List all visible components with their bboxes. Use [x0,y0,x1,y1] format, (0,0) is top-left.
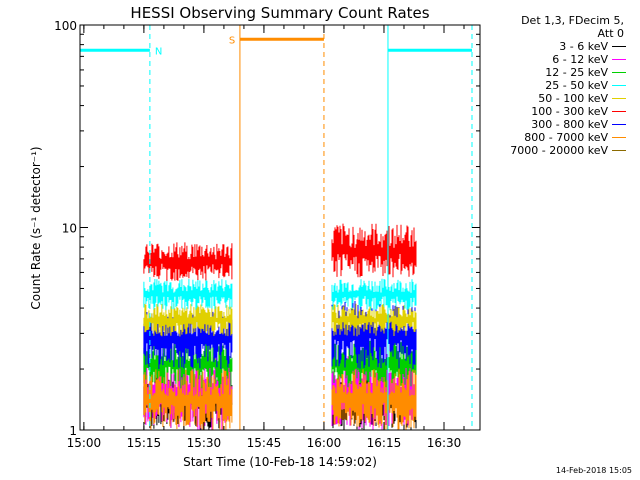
x-tick-label: 16:15 [367,436,402,450]
legend-item: 25 - 50 keV [480,79,630,92]
y-tick-label: 10 [62,222,77,236]
legend-item-label: 25 - 50 keV [545,79,608,92]
legend-item-label: 7000 - 20000 keV [510,144,608,157]
legend-header-1: Det 1,3, FDecim 5, [521,14,624,27]
legend-swatch [612,98,626,99]
x-tick-label: 15:15 [127,436,162,450]
generated-timestamp: 14-Feb-2018 15:05 [555,466,632,475]
plot-frame [79,24,481,431]
x-tick-label: 15:30 [187,436,222,450]
legend-swatch [612,72,626,73]
legend-swatch [612,59,626,60]
legend-item-label: 3 - 6 keV [559,40,608,53]
legend-header-2: Att 0 [597,27,624,40]
legend-swatch [612,85,626,86]
legend-item: 12 - 25 keV [480,66,630,79]
legend-item: 7000 - 20000 keV [480,144,630,157]
legend-swatch [612,124,626,125]
series-800-7000-kev-seg-0 [143,369,233,430]
x-tick-label: 15:45 [247,436,282,450]
legend-item: 6 - 12 keV [480,53,630,66]
data-layer [143,223,417,430]
legend-item-label: 800 - 7000 keV [524,131,608,144]
x-tick-label: 15:00 [67,436,102,450]
legend-item: 50 - 100 keV [480,92,630,105]
legend-item: 100 - 300 keV [480,105,630,118]
x-axis-label: Start Time (10-Feb-18 14:59:02) [183,455,377,469]
legend-item: 800 - 7000 keV [480,131,630,144]
legend-swatch [612,137,626,138]
legend-item-label: 12 - 25 keV [545,66,608,79]
y-axis-label: Count Rate (s⁻¹ detector⁻¹) [29,146,43,309]
series-100-300-kev-seg-1 [331,223,417,278]
legend-item-label: 100 - 300 keV [531,105,608,118]
annotation-label-n: N [155,46,162,57]
y-tick-label: 1 [69,424,77,438]
legend-swatch [612,111,626,112]
axis-layer: 15:00 15:15 15:30 15:45 16:00 16:15 16:30 1 10 10… [54,19,480,450]
series-25-50-kev-seg-0 [143,278,233,311]
legend-item-label: 50 - 100 keV [538,92,608,105]
x-tick-label: 16:30 [427,436,462,450]
legend-item-label: 300 - 800 keV [531,118,608,131]
legend-swatch [612,150,626,151]
legend: Det 1,3, FDecim 5, Att 0 3 - 6 keV 6 - 12… [480,14,630,157]
x-tick-label: 16:00 [307,436,342,450]
y-tick-label: 100 [54,19,77,33]
annotation-label-s: S [229,35,235,46]
series-50-100-kev-seg-0 [143,303,233,337]
legend-item: 300 - 800 keV [480,118,630,131]
chart-title: HESSI Observing Summary Count Rates [130,4,429,22]
series-100-300-kev-seg-0 [143,242,233,281]
legend-item-label: 6 - 12 keV [552,53,608,66]
legend-swatch [612,46,626,47]
legend-item: 3 - 6 keV [480,40,630,53]
